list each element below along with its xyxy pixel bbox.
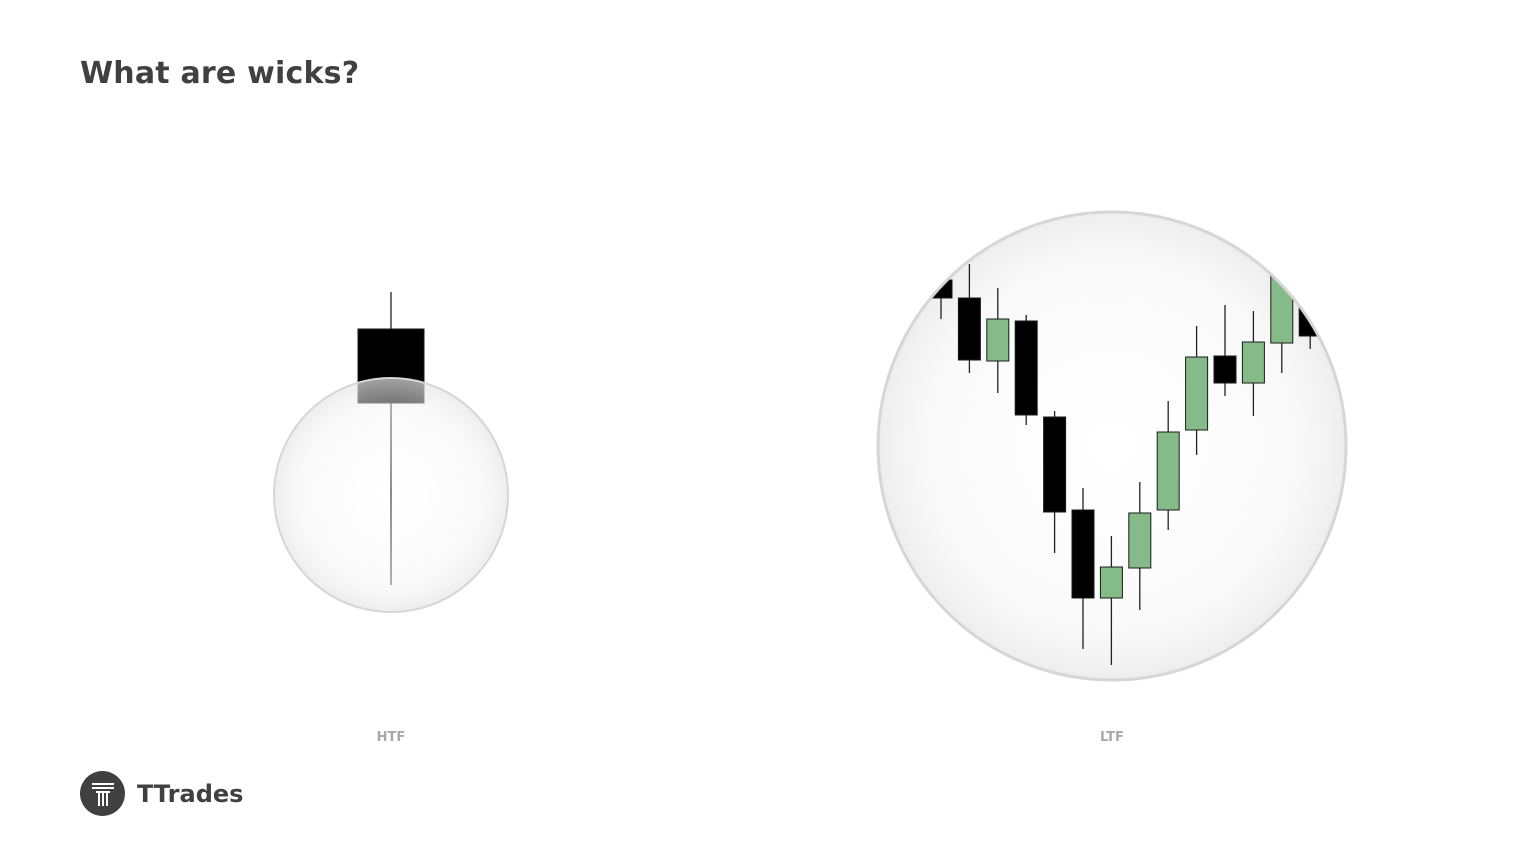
bearish-candle-body bbox=[957, 297, 981, 361]
bearish-candle-body bbox=[1213, 355, 1237, 384]
bullish-candle-body bbox=[1241, 341, 1265, 384]
bullish-candle-body bbox=[1128, 512, 1152, 569]
bullish-candle-body bbox=[1099, 566, 1123, 599]
bearish-candle-body bbox=[1043, 416, 1067, 513]
bullish-candle-body bbox=[1185, 356, 1209, 431]
htf-magnifier-lens bbox=[273, 377, 509, 613]
bullish-candle-body bbox=[986, 318, 1010, 362]
bullish-candle-body bbox=[1156, 431, 1180, 511]
htf-group bbox=[273, 292, 509, 613]
ltf-candles bbox=[929, 260, 1322, 665]
ttrades-logo-icon bbox=[80, 771, 125, 816]
brand: TTrades bbox=[80, 771, 243, 816]
bearish-candle-body bbox=[1014, 320, 1038, 416]
bearish-candle-body bbox=[1071, 509, 1095, 599]
bearish-candle-body bbox=[1298, 289, 1322, 337]
brand-name: TTrades bbox=[137, 779, 244, 808]
ltf-group bbox=[876, 210, 1348, 682]
ltf-magnifier-lens bbox=[876, 210, 1348, 682]
bullish-candle-body bbox=[1270, 269, 1294, 344]
ltf-label: LTF bbox=[1100, 730, 1124, 745]
page-title: What are wicks? bbox=[80, 56, 360, 91]
htf-label: HTF bbox=[376, 730, 406, 745]
